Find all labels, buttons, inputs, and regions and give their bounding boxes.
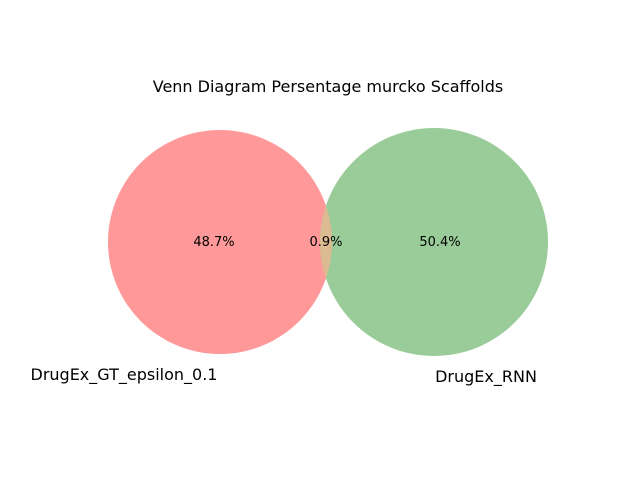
set-right-only-value: 50.4%: [419, 235, 460, 250]
set-left-only-value: 48.7%: [193, 235, 234, 250]
set-right-label: DrugEx_RNN: [435, 367, 537, 387]
set-left-label: DrugEx_GT_epsilon_0.1: [31, 365, 218, 385]
set-left-circle: [108, 130, 332, 354]
diagram-title: Venn Diagram Persentage murcko Scaffolds: [153, 77, 504, 96]
set-right-circle: [320, 128, 548, 356]
intersection-value: 0.9%: [309, 235, 342, 250]
